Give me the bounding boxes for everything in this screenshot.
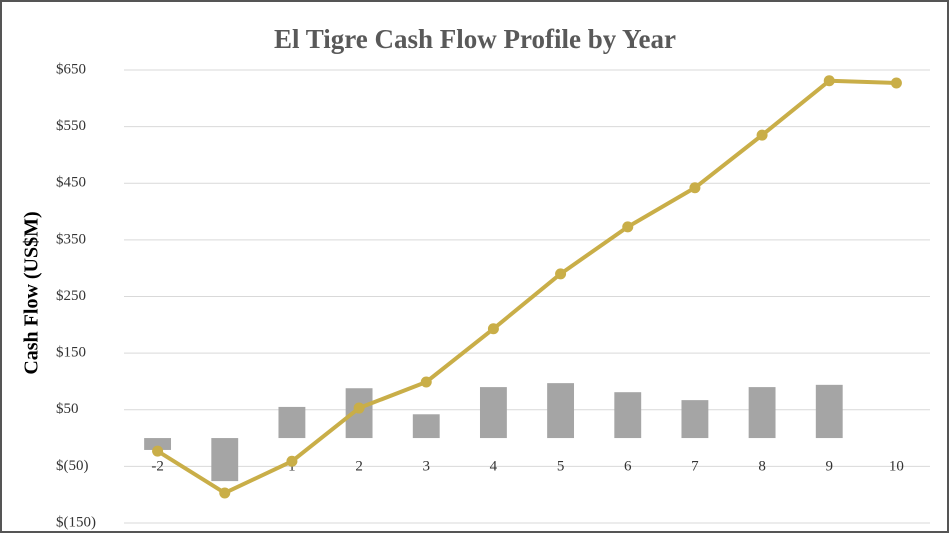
bar [211,438,239,482]
y-tick-label: $150 [56,345,86,361]
y-tick-label: $650 [56,61,86,77]
y-axis-title: Cash Flow (US$M) [21,211,43,374]
x-tick-label: 2 [355,458,363,474]
y-tick-label: $250 [56,288,86,304]
line-marker [622,221,634,233]
y-tick-label: $350 [56,231,86,247]
y-tick-label: $550 [56,118,86,134]
line-marker [219,487,231,499]
bar [681,400,709,439]
bar [614,392,642,439]
x-tick-label: 9 [826,458,834,474]
line-marker [286,455,298,467]
line-marker [756,129,768,141]
x-tick-label: 7 [691,458,699,474]
line [156,78,897,495]
bar [748,387,776,439]
line-marker [152,445,164,457]
bar [278,406,306,439]
y-tick-label: $450 [56,175,86,191]
y-tick-label: $(150) [56,514,96,530]
chart-title: El Tigre Cash Flow Profile by Year [274,24,676,54]
x-tick-label: 5 [557,458,565,474]
x-tick-label: -2 [151,458,164,474]
line-marker [555,268,567,280]
y-tick-label: $50 [56,401,79,417]
x-tick-label: 3 [423,458,431,474]
line-marker [890,77,902,89]
line-marker [823,75,835,87]
line-marker [689,182,701,194]
line-marker [487,323,499,335]
x-tick-label: 6 [624,458,632,474]
bar [815,384,843,439]
x-tick-label: 4 [490,458,498,474]
x-tick-label: 10 [889,458,904,474]
x-tick-label: 8 [758,458,766,474]
bar [144,438,172,450]
bar [479,387,507,439]
bar [547,383,575,439]
line-marker [353,402,365,414]
bar [412,414,440,439]
y-tick-label: $(50) [56,458,89,474]
line-marker [420,376,432,388]
